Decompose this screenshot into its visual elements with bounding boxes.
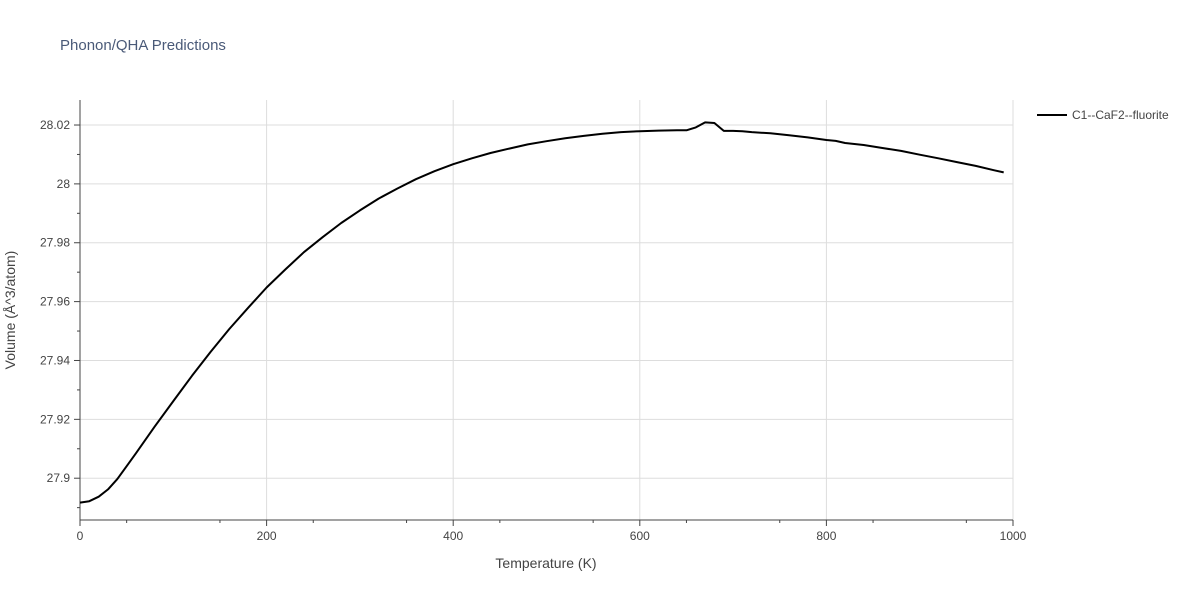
y-tick-label: 27.96 bbox=[40, 295, 70, 309]
x-axis-label: Temperature (K) bbox=[495, 555, 596, 571]
legend-label: C1--CaF2--fluorite bbox=[1072, 108, 1169, 122]
x-tick-label: 600 bbox=[630, 529, 650, 543]
series-layer bbox=[79, 121, 1004, 504]
x-tick-label: 200 bbox=[257, 529, 277, 543]
y-tick-label: 27.94 bbox=[40, 353, 70, 367]
y-tick-label: 28.02 bbox=[40, 118, 70, 132]
x-tick-label: 800 bbox=[816, 529, 836, 543]
x-tick-label: 1000 bbox=[1000, 529, 1027, 543]
grid-layer bbox=[80, 100, 1014, 520]
axis-layer: 0 200 400 600 800 1000 27.9 27.92 27.94 27.96 27.9… bbox=[40, 100, 1027, 543]
x-tick-label: 0 bbox=[77, 529, 84, 543]
legend[interactable]: C1--CaF2--fluorite bbox=[1037, 108, 1169, 122]
series-line[interactable] bbox=[79, 121, 1004, 504]
y-tick-label: 28 bbox=[57, 177, 71, 191]
y-tick-label: 27.92 bbox=[40, 412, 70, 426]
chart-title: Phonon/QHA Predictions bbox=[60, 37, 226, 54]
y-tick-label: 27.9 bbox=[47, 471, 71, 485]
y-tick-label: 27.98 bbox=[40, 236, 70, 250]
y-axis-label: Volume (Å^3/atom) bbox=[2, 251, 18, 370]
x-tick-label: 400 bbox=[443, 529, 463, 543]
